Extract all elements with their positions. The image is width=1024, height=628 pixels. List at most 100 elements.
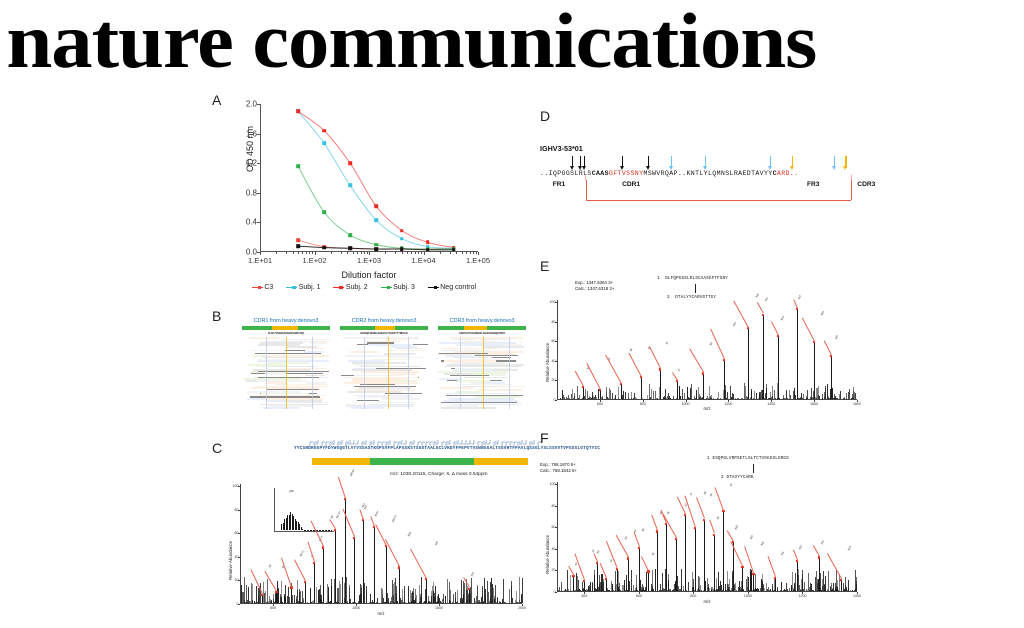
spectrum-annotation-leader: [709, 520, 715, 534]
panel-a-letter: A: [212, 92, 222, 108]
spectrum-peak: [749, 569, 751, 591]
spectrum-peak: [627, 584, 629, 591]
panel-c-x-axis-label: m/z: [377, 611, 385, 616]
panel-a-x-tick: 1.E+02: [302, 256, 327, 265]
spectrum-peak: [603, 589, 604, 591]
pileup-read: [439, 378, 463, 380]
spectrum-peak: [587, 390, 589, 399]
spectrum-peak: [633, 398, 635, 399]
spectrum-peak: [387, 593, 388, 603]
spectrum-peak: [248, 587, 249, 603]
panel-d-gene-name: IGHV3-53*01: [540, 144, 583, 153]
pileup-read: [454, 391, 482, 393]
spectrum-peak: [430, 602, 431, 603]
spectrum-peak: [646, 394, 648, 399]
spectrum-peak: [682, 590, 684, 591]
panel-f-x-axis-label: m/z: [703, 599, 711, 604]
panel-a-legend-item[interactable]: Subj. 1: [286, 284, 320, 291]
pileup-read: [503, 385, 526, 388]
spectrum-annotation-leader: [633, 531, 640, 547]
spectrum-peak: [249, 601, 250, 603]
panel-c-region-bar: [312, 458, 528, 465]
panel-a-legend-item[interactable]: C3: [251, 284, 273, 291]
spectrum-peak: [569, 574, 571, 591]
spectrum-peak: [395, 586, 397, 603]
spectrum-peak-marker: [839, 579, 842, 582]
spectrum-peak: [596, 397, 597, 399]
pileup-read: [258, 394, 327, 397]
panel-d-arrow-head: [570, 166, 575, 170]
panel-d-mutation-arrow: [834, 156, 836, 168]
panel-a-legend-item[interactable]: Subj. 3: [380, 284, 415, 291]
spectrum-peak: [710, 590, 712, 591]
spectrum-peak: [439, 600, 441, 603]
spectrum-peak: [589, 395, 590, 399]
spectrum-peak: [351, 602, 353, 603]
pileup-read: [461, 383, 514, 386]
spectrum-peak: [622, 398, 623, 399]
pileup-read: [474, 396, 520, 398]
spectrum-annotated-peak: [666, 524, 667, 591]
spectrum-peak: [851, 397, 853, 399]
spectrum-peak: [827, 571, 829, 591]
spectrum-peak: [320, 594, 322, 603]
pileup-read: [345, 355, 408, 357]
spectrum-x-tickmark: [584, 592, 586, 594]
spectrum-peak: [755, 573, 756, 591]
spectrum-peak: [597, 586, 599, 591]
spectrum-peak: [754, 589, 755, 591]
spectrum-peak-marker: [361, 519, 364, 522]
spectrum-x-tick: 1800: [853, 401, 861, 406]
spectrum-annotation-leader: [574, 371, 584, 387]
spectrum-peak: [636, 590, 638, 591]
pileup-cdr3: CDR3 from heavy.denovo3 AADTAVYSCARGWSLA…: [438, 318, 526, 409]
spectrum-peak: [491, 601, 493, 603]
spectrum-annotated-peak: [747, 328, 749, 399]
spectrum-peak: [444, 595, 446, 603]
spectrum-annotated-peak: [677, 381, 678, 399]
pileup-read: [352, 380, 403, 382]
panel-a-x-minor-tick: [347, 252, 349, 254]
panel-d-mutation-arrow: [621, 156, 623, 168]
spectrum-peak: [656, 398, 657, 399]
spectrum-peak: [803, 581, 805, 591]
spectrum-peak: [779, 397, 780, 399]
spectrum-peak: [761, 390, 763, 399]
panel-d-disulfide-leg: [851, 180, 853, 200]
spectrum-peak: [848, 588, 850, 591]
spectrum-peak: [716, 589, 717, 591]
spectrum-annotated-peak: [425, 579, 427, 603]
spectrum-peak: [824, 584, 826, 591]
pileup-variant-marker: [482, 337, 484, 409]
spectrum-peak: [655, 390, 656, 399]
spectrum-peak: [595, 590, 597, 591]
spectrum-peak: [762, 573, 763, 591]
spectrum-peak: [623, 580, 625, 591]
spectrum-annotated-peak: [334, 529, 336, 603]
spectrum-annotated-peak: [344, 499, 346, 603]
panel-a-x-minor-tick: [421, 252, 422, 254]
spectrum-peak: [761, 389, 762, 399]
spectrum-peak: [475, 596, 477, 603]
spectrum-y-tickmark: [238, 604, 240, 605]
panel-a-legend-item[interactable]: Neg control: [427, 284, 476, 291]
panel-c-x-axis: [240, 603, 522, 604]
spectrum-peak: [646, 590, 647, 591]
panel-a-legend-item[interactable]: Subj. 2: [333, 284, 368, 291]
spectrum-peak: [821, 589, 822, 591]
spectrum-peak: [370, 602, 372, 603]
spectrum-peak: [756, 589, 758, 591]
spectrum-peak: [631, 392, 632, 399]
spectrum-annotated-peak: [831, 355, 833, 399]
panel-a-x-minor-tick: [360, 252, 362, 254]
spectrum-peak: [740, 588, 742, 591]
spectrum-annotation-label: b9: [709, 342, 714, 347]
spectrum-peak-marker: [598, 389, 601, 392]
spectrum-peak: [297, 579, 298, 603]
spectrum-annotation-label: b13: [847, 546, 853, 552]
spectrum-peak: [460, 580, 462, 603]
spectrum-peak: [708, 398, 709, 399]
spectrum-annotation-label: y7: [688, 492, 693, 497]
spectrum-peak: [747, 397, 748, 399]
spectrum-peak: [752, 590, 754, 591]
